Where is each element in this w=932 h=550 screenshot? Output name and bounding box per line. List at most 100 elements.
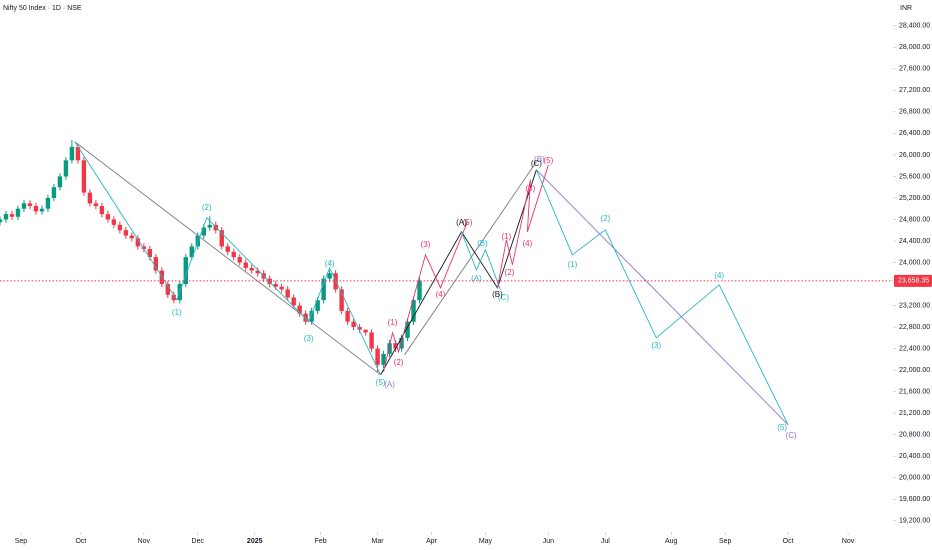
wave-line	[383, 221, 468, 372]
candle-body	[0, 219, 3, 223]
candle-body	[375, 348, 380, 365]
wave-label: (1)	[172, 308, 182, 317]
x-tick-label: Sep	[15, 538, 28, 545]
candle-body	[51, 187, 57, 198]
candle-body	[147, 249, 153, 258]
candle-body	[327, 273, 332, 279]
x-tick-label: Apr	[426, 538, 438, 545]
candle-body	[345, 310, 350, 322]
candle-body	[219, 230, 224, 247]
wave-line	[497, 164, 549, 288]
wave-label: (4)	[523, 239, 533, 248]
x-tick-label: Aug	[665, 538, 678, 545]
candle-body	[357, 327, 362, 330]
candle-body	[189, 246, 194, 258]
candle-body	[411, 300, 416, 322]
wave-label: (B)	[477, 239, 488, 248]
wave-label: (3)	[651, 341, 661, 350]
y-tick-label: 26,800.00	[899, 109, 930, 116]
wave-label: (C)	[498, 293, 509, 302]
candle-body	[243, 262, 248, 268]
wave-label: (5)	[376, 378, 386, 387]
y-tick-label: 21,200.00	[899, 410, 930, 417]
candle-body	[81, 160, 87, 193]
y-tick-label: 20,000.00	[899, 475, 930, 482]
wave-label: (2)	[394, 358, 404, 367]
y-tick-label: 28,400.00	[899, 23, 930, 30]
y-tick-label: 19,200.00	[899, 518, 930, 525]
candle-body	[249, 267, 254, 271]
wave-label: (4)	[714, 271, 724, 280]
candle-body	[39, 208, 45, 212]
candle-body	[393, 343, 398, 349]
candle-body	[381, 353, 386, 365]
candle-body	[285, 289, 290, 298]
y-tick-label: 21,600.00	[899, 388, 930, 395]
candle-body	[141, 246, 147, 250]
wave-label: (1)	[567, 260, 577, 269]
candle-body	[315, 300, 320, 311]
candle-body	[387, 343, 392, 354]
x-tick-label: Sep	[719, 538, 732, 545]
y-tick-label: 24,800.00	[899, 216, 930, 223]
wave-label: (2)	[202, 203, 212, 212]
candle-body	[171, 294, 177, 301]
y-tick-label: 20,800.00	[899, 431, 930, 438]
candle-body	[93, 203, 99, 207]
wave-label: (4)	[325, 259, 335, 268]
currency: INR	[900, 5, 912, 12]
candle-body	[105, 214, 111, 220]
wave-label: (A)	[384, 380, 395, 389]
candle-body	[201, 227, 206, 236]
candle-body	[273, 284, 278, 287]
candle-body	[9, 214, 15, 217]
candle-body	[129, 235, 135, 239]
wave-label: (3)	[526, 184, 536, 193]
y-tick-label: 25,200.00	[899, 195, 930, 202]
candle-body	[255, 270, 260, 274]
y-tick-label: 24,400.00	[899, 238, 930, 245]
candle-body	[117, 224, 123, 231]
candle-body	[225, 246, 230, 252]
candle-body	[183, 257, 188, 285]
wave-label: (5)	[543, 156, 553, 165]
last-price-label: 23,658.35	[898, 278, 929, 285]
wave-label: (2)	[600, 214, 610, 223]
wave-line	[535, 169, 789, 425]
last-price-tag	[894, 274, 932, 287]
x-tick-label: Oct	[75, 538, 86, 545]
y-tick-label: 26,000.00	[899, 152, 930, 159]
candle-body	[195, 235, 200, 247]
candle-body	[369, 332, 374, 349]
candle-body	[351, 321, 356, 328]
candle-body	[123, 230, 129, 236]
y-tick-label: 22,400.00	[899, 345, 930, 352]
candle-body	[99, 206, 105, 215]
candle-body	[21, 203, 27, 209]
candle-body	[405, 321, 410, 338]
y-tick-label: 22,000.00	[899, 367, 930, 374]
x-tick-label: Jul	[601, 538, 610, 545]
wave-line	[74, 141, 381, 376]
candle-body	[417, 280, 422, 301]
wave-line	[461, 231, 501, 290]
wave-label: (C)	[786, 431, 797, 440]
candle-body	[33, 206, 39, 212]
chart-title: Nifty 50 Index · 1D · NSE	[3, 5, 82, 12]
y-tick-label: 27,600.00	[899, 66, 930, 73]
y-tick-label: 28,000.00	[899, 44, 930, 51]
x-tick-label: May	[479, 538, 493, 545]
candle-body	[135, 238, 141, 247]
candle-body	[111, 219, 117, 225]
candle-body	[399, 337, 404, 349]
wave-label: (5)	[463, 218, 473, 227]
candle-body	[363, 329, 368, 333]
candle-body	[291, 297, 296, 306]
wave-label: (3)	[421, 240, 431, 249]
candle-body	[321, 278, 326, 301]
candle-body	[15, 208, 21, 217]
wave-line	[380, 169, 537, 376]
wave-label: (3)	[304, 334, 314, 343]
y-tick-label: 25,600.00	[899, 173, 930, 180]
x-tick-label: Nov	[842, 538, 855, 545]
